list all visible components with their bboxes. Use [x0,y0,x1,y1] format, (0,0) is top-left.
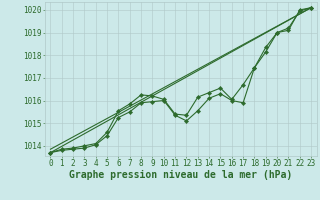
X-axis label: Graphe pression niveau de la mer (hPa): Graphe pression niveau de la mer (hPa) [69,170,292,180]
